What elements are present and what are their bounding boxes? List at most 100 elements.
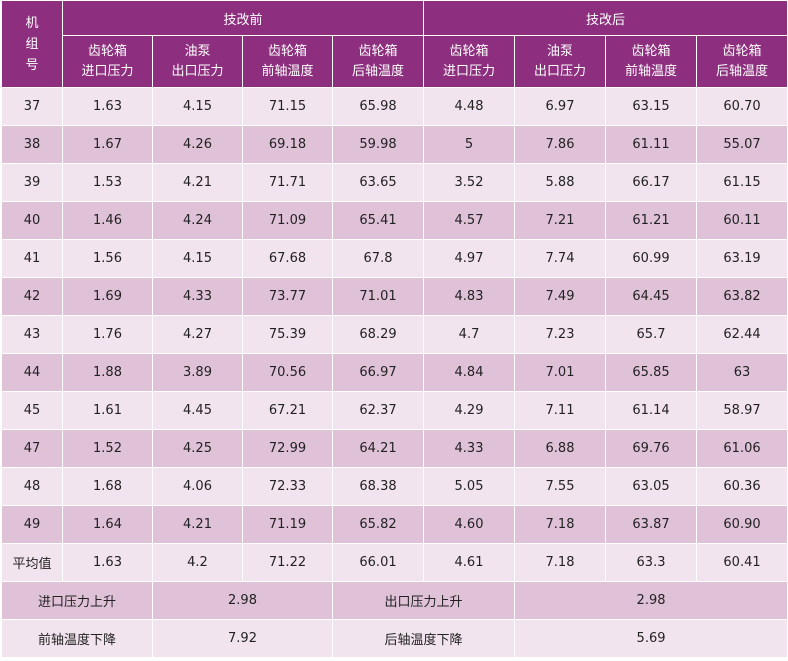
table-cell: 75.39 bbox=[242, 315, 333, 354]
column-header: 齿轮箱 后轴温度 bbox=[331, 35, 425, 88]
column-header-line: 前轴温度 bbox=[261, 63, 314, 79]
unit-id-cell: 38 bbox=[1, 125, 63, 164]
table-cell: 3.89 bbox=[152, 353, 243, 392]
column-header-line: 齿轮箱 bbox=[631, 43, 671, 59]
summary-value: 2.98 bbox=[514, 581, 788, 620]
table-cell: 1.67 bbox=[62, 125, 153, 164]
table-cell: 67.68 bbox=[242, 239, 333, 278]
table-cell: 4.7 bbox=[423, 315, 516, 354]
table-cell: 65.98 bbox=[331, 87, 425, 126]
table-cell: 66.97 bbox=[331, 353, 425, 392]
summary-row: 进口压力上升 2.98 出口压力上升 2.98 bbox=[1, 581, 788, 620]
table-cell: 60.90 bbox=[696, 505, 788, 544]
table-cell: 66.17 bbox=[605, 163, 698, 202]
column-header: 油泵 出口压力 bbox=[152, 35, 243, 88]
table-cell: 62.44 bbox=[696, 315, 788, 354]
table-cell: 61.06 bbox=[696, 429, 788, 468]
column-header-line: 后轴温度 bbox=[716, 63, 769, 79]
table-cell: 4.2 bbox=[152, 543, 243, 582]
table-cell: 60.70 bbox=[696, 87, 788, 126]
table-cell: 58.97 bbox=[696, 391, 788, 430]
table-cell: 1.69 bbox=[62, 277, 153, 316]
column-header-line: 齿轮箱 bbox=[449, 43, 489, 59]
table-cell: 1.63 bbox=[62, 87, 153, 126]
column-header: 油泵 出口压力 bbox=[514, 35, 607, 88]
unit-id-cell: 37 bbox=[1, 87, 63, 126]
unit-id-cell: 42 bbox=[1, 277, 63, 316]
table-cell: 71.09 bbox=[242, 201, 333, 240]
unit-id-cell: 41 bbox=[1, 239, 63, 278]
table-cell: 1.68 bbox=[62, 467, 153, 506]
table-cell: 7.18 bbox=[514, 505, 607, 544]
table-cell: 65.82 bbox=[331, 505, 425, 544]
table-row: 平均值 1.63 4.2 71.22 66.01 4.61 7.18 63.3 60.41 bbox=[1, 543, 788, 582]
unit-id-cell: 44 bbox=[1, 353, 63, 392]
column-header-line: 齿轮箱 bbox=[722, 43, 762, 59]
table-cell: 68.38 bbox=[331, 467, 425, 506]
table-cell: 4.57 bbox=[423, 201, 516, 240]
table-cell: 6.88 bbox=[514, 429, 607, 468]
table-cell: 63.3 bbox=[605, 543, 698, 582]
group-header-before: 技改前 bbox=[61, 0, 425, 36]
table-cell: 5.05 bbox=[423, 467, 516, 506]
table-cell: 60.11 bbox=[696, 201, 788, 240]
table-cell: 4.29 bbox=[423, 391, 516, 430]
unit-id-cell: 45 bbox=[1, 391, 63, 430]
table-cell: 1.53 bbox=[62, 163, 153, 202]
table-cell: 4.27 bbox=[152, 315, 243, 354]
table-cell: 4.21 bbox=[152, 163, 243, 202]
column-header: 齿轮箱 前轴温度 bbox=[242, 35, 333, 88]
table-cell: 69.76 bbox=[605, 429, 698, 468]
table-cell: 65.41 bbox=[331, 201, 425, 240]
table-cell: 1.56 bbox=[62, 239, 153, 278]
table-cell: 7.86 bbox=[514, 125, 607, 164]
group-header-after: 技改后 bbox=[423, 0, 788, 36]
table-cell: 7.11 bbox=[514, 391, 607, 430]
unit-id-cell: 平均值 bbox=[1, 543, 63, 582]
table-cell: 59.98 bbox=[331, 125, 425, 164]
summary-value: 5.69 bbox=[514, 619, 788, 658]
column-header-line: 出口压力 bbox=[534, 63, 587, 79]
table-cell: 60.36 bbox=[696, 467, 788, 506]
table-cell: 61.14 bbox=[605, 391, 698, 430]
table-cell: 71.01 bbox=[331, 277, 425, 316]
column-header-line: 油泵 bbox=[547, 43, 574, 59]
table-row: 49 1.64 4.21 71.19 65.82 4.60 7.18 63.87 60.90 bbox=[1, 505, 788, 544]
column-header-line: 出口压力 bbox=[171, 63, 224, 79]
table-cell: 4.15 bbox=[152, 87, 243, 126]
table-cell: 1.76 bbox=[62, 315, 153, 354]
table-cell: 71.71 bbox=[242, 163, 333, 202]
table-cell: 72.99 bbox=[242, 429, 333, 468]
summary-label: 出口压力上升 bbox=[331, 581, 516, 620]
table-cell: 1.61 bbox=[62, 391, 153, 430]
column-header-line: 齿轮箱 bbox=[87, 43, 127, 59]
table-cell: 4.61 bbox=[423, 543, 516, 582]
table-cell: 1.64 bbox=[62, 505, 153, 544]
column-header-line: 进口压力 bbox=[81, 63, 134, 79]
table-cell: 6.97 bbox=[514, 87, 607, 126]
table-body: 37 1.63 4.15 71.15 65.98 4.48 6.97 63.15 60.70 38… bbox=[1, 87, 788, 658]
table-cell: 63.19 bbox=[696, 239, 788, 278]
table-cell: 69.18 bbox=[242, 125, 333, 164]
table-row: 42 1.69 4.33 73.77 71.01 4.83 7.49 64.45 63.82 bbox=[1, 277, 788, 316]
table-cell: 63.87 bbox=[605, 505, 698, 544]
table-cell: 1.46 bbox=[62, 201, 153, 240]
table-cell: 4.26 bbox=[152, 125, 243, 164]
table-cell: 7.74 bbox=[514, 239, 607, 278]
table-cell: 63 bbox=[696, 353, 788, 392]
table-cell: 4.15 bbox=[152, 239, 243, 278]
table-cell: 65.7 bbox=[605, 315, 698, 354]
table-cell: 60.99 bbox=[605, 239, 698, 278]
column-header-line: 油泵 bbox=[184, 43, 211, 59]
table-cell: 5.88 bbox=[514, 163, 607, 202]
table-cell: 63.65 bbox=[331, 163, 425, 202]
table-cell: 7.23 bbox=[514, 315, 607, 354]
unit-id-cell: 39 bbox=[1, 163, 63, 202]
unit-id-cell: 48 bbox=[1, 467, 63, 506]
table-cell: 71.15 bbox=[242, 87, 333, 126]
table-cell: 5 bbox=[423, 125, 516, 164]
table-cell: 4.24 bbox=[152, 201, 243, 240]
summary-row: 前轴温度下降 7.92 后轴温度下降 5.69 bbox=[1, 619, 788, 658]
summary-label: 进口压力上升 bbox=[1, 581, 153, 620]
unit-id-cell: 40 bbox=[1, 201, 63, 240]
